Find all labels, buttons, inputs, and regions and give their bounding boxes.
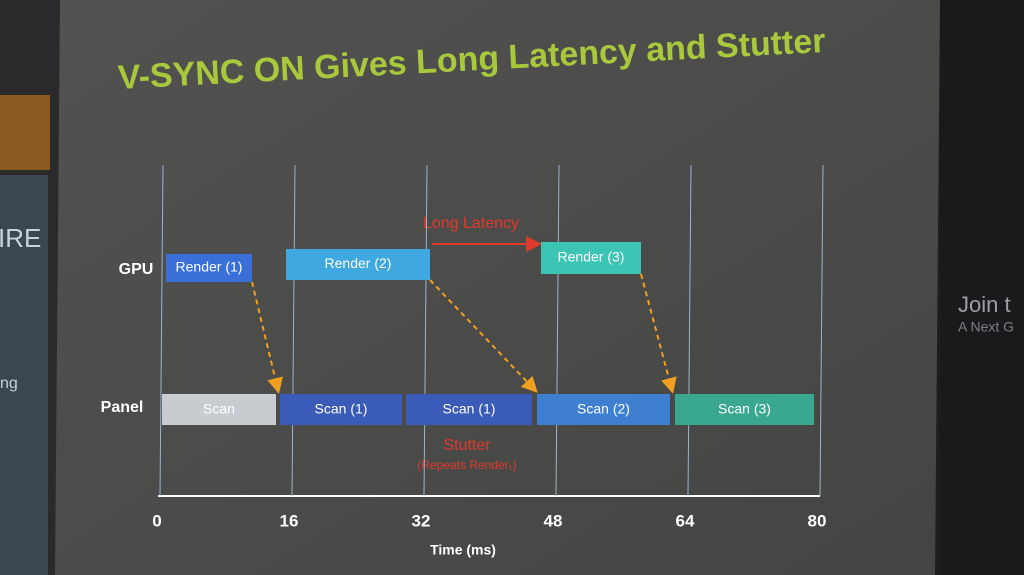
flow-arrow: [251, 281, 283, 394]
render-block: [286, 249, 430, 280]
slide: [55, 0, 940, 575]
scan-block: [280, 394, 402, 425]
grid-line: [159, 164, 164, 497]
background-text: ng: [0, 375, 18, 392]
grid-line: [687, 164, 692, 497]
background-text: A Next G: [958, 319, 1014, 335]
background-text: Join t: [958, 292, 1011, 317]
row-label: Panel: [101, 399, 144, 416]
left-poster: [0, 95, 50, 170]
grid-line: [819, 164, 824, 497]
block-label: Scan (1): [443, 401, 496, 417]
block-label: Scan (3): [718, 401, 771, 417]
background-text: IRE: [0, 223, 41, 253]
flow-arrow: [429, 279, 538, 393]
row-label: GPU: [119, 261, 154, 278]
grid-line: [423, 164, 428, 497]
tick-label: 64: [676, 511, 695, 530]
block-label: Render (1): [176, 259, 243, 275]
axis-label: Time (ms): [430, 542, 496, 558]
left-banner: [0, 175, 48, 575]
tick-label: 48: [544, 511, 563, 530]
scan-block: [162, 394, 276, 425]
block-label: Scan (2): [577, 401, 630, 417]
right-wall: [940, 0, 1024, 575]
tick-label: 0: [152, 511, 161, 530]
tick-label: 80: [808, 511, 827, 530]
render-block: [166, 254, 252, 282]
block-label: Render (2): [325, 255, 392, 271]
scan-block: [675, 394, 814, 425]
block-label: Scan: [203, 401, 235, 417]
grid-line: [291, 164, 296, 497]
block-label: Scan (1): [315, 401, 368, 417]
annotation: Long Latency: [423, 215, 519, 232]
tick-label: 16: [280, 511, 299, 530]
grid-line: [555, 164, 560, 497]
annotation: Stutter: [443, 437, 491, 454]
flow-arrow: [640, 273, 677, 394]
block-label: Render (3): [558, 249, 625, 265]
tick-label: 32: [412, 511, 431, 530]
annotation: (Repeats Render₁): [417, 458, 516, 472]
scan-block: [537, 394, 670, 425]
scan-block: [406, 394, 532, 425]
render-block: [541, 242, 641, 274]
